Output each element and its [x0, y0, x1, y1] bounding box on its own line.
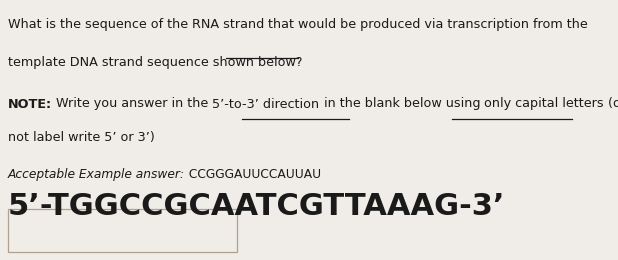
Text: that would be produced via transcription from the: that would be produced via transcription…: [265, 18, 588, 31]
Text: (do: (do: [604, 98, 618, 110]
Text: Write you answer in the: Write you answer in the: [52, 98, 213, 110]
Text: CCGGGAUUCCAUUAU: CCGGGAUUCCAUUAU: [185, 168, 321, 181]
Text: RNA strand: RNA strand: [192, 18, 265, 31]
Text: 5’-to-3’ direction: 5’-to-3’ direction: [213, 98, 320, 110]
Text: What is the sequence of the: What is the sequence of the: [8, 18, 192, 31]
Text: NOTE:: NOTE:: [8, 98, 52, 110]
Text: 5’-TGGCCGCAATCGTTAAAG-3’: 5’-TGGCCGCAATCGTTAAAG-3’: [8, 192, 506, 222]
Text: template DNA strand sequence shown below?: template DNA strand sequence shown below…: [8, 56, 303, 69]
Text: in the blank below using: in the blank below using: [320, 98, 484, 110]
Text: not label write 5’ or 3’): not label write 5’ or 3’): [8, 131, 154, 144]
Text: Acceptable Example answer:: Acceptable Example answer:: [8, 168, 185, 181]
Text: only capital letters: only capital letters: [484, 98, 604, 110]
FancyBboxPatch shape: [8, 209, 237, 252]
